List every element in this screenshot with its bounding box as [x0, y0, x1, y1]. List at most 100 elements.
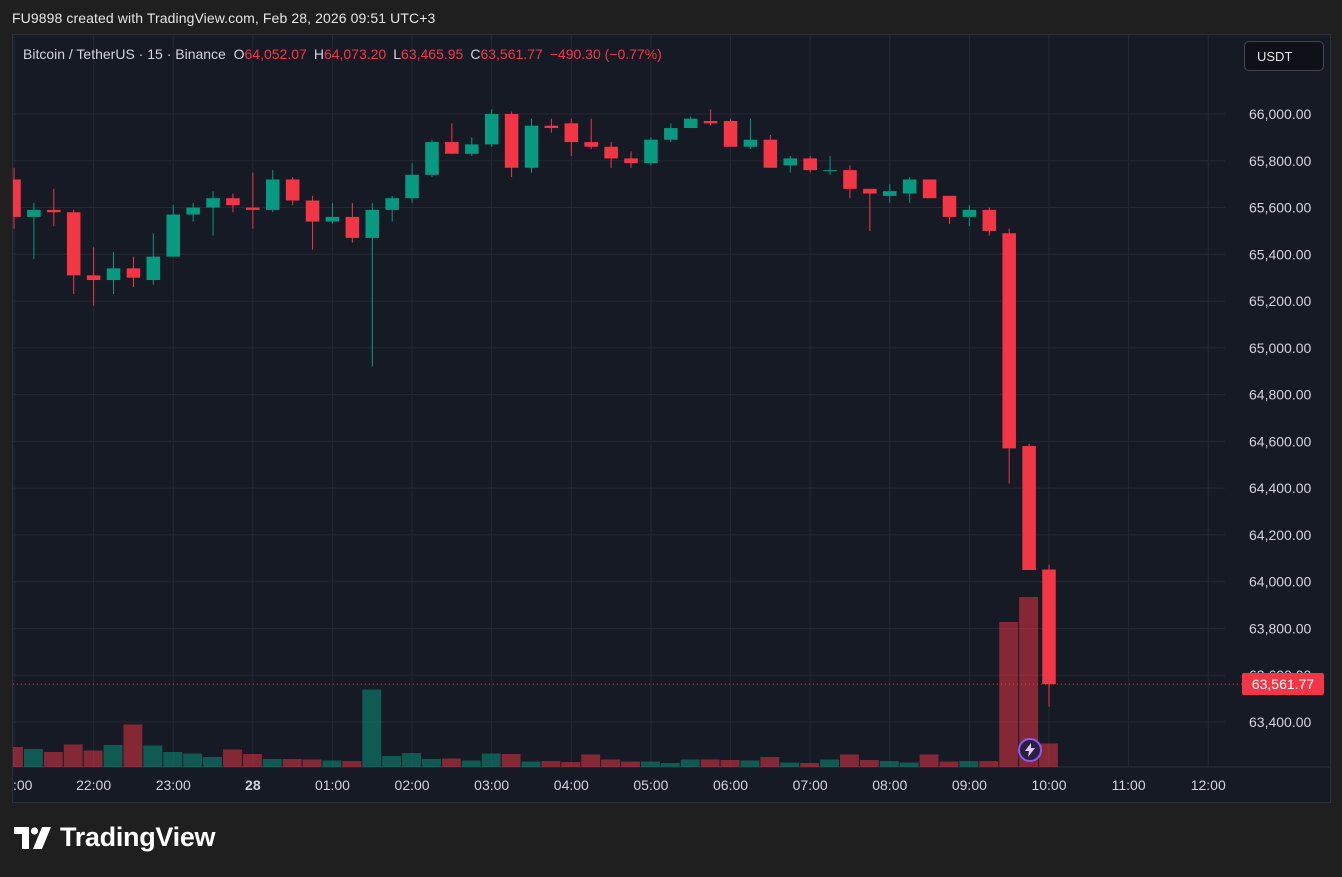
- candle-body: [962, 209, 977, 217]
- candle-body: [146, 256, 161, 281]
- volume-bar: [203, 757, 222, 767]
- volume-bar: [222, 749, 242, 767]
- candle-body: [843, 170, 857, 189]
- x-tick-label: 22:00: [76, 777, 111, 793]
- y-tick-label: 63,400.00: [1249, 714, 1311, 730]
- x-tick-label: 23:00: [156, 777, 191, 793]
- candle-body: [863, 188, 877, 194]
- lightning-bolt-icon[interactable]: [1018, 738, 1042, 762]
- candle-body: [1022, 446, 1036, 570]
- volume-bar: [800, 763, 820, 767]
- volume-bar: [322, 760, 342, 767]
- x-tick-label: 01:00: [315, 777, 350, 793]
- y-tick-label: 65,200.00: [1249, 293, 1311, 309]
- candle-body: [246, 207, 260, 210]
- volume-bar: [700, 759, 720, 767]
- candle-body: [325, 216, 340, 222]
- volume-bar: [740, 760, 760, 767]
- candlestick-chart[interactable]: 63,400.0063,600.0063,800.0064,000.0064,2…: [13, 35, 1330, 802]
- volume-bar: [621, 761, 640, 767]
- candle-body: [763, 139, 778, 168]
- x-tick-label: 12:00: [1191, 777, 1226, 793]
- tradingview-logo-icon: [14, 826, 51, 849]
- y-tick-label: 64,600.00: [1249, 433, 1311, 449]
- volume-bar: [959, 761, 979, 767]
- x-tick-label: 28: [245, 777, 261, 793]
- x-tick-label: 04:00: [554, 777, 589, 793]
- volume-bar: [402, 753, 422, 767]
- close-label: C: [470, 46, 481, 62]
- x-tick-label: 06:00: [713, 777, 748, 793]
- candle-body: [186, 207, 200, 215]
- y-tick-label: 65,400.00: [1249, 246, 1311, 262]
- x-tick-label: 08:00: [872, 777, 907, 793]
- candle-body: [823, 170, 837, 172]
- volume-bar: [163, 752, 183, 767]
- y-tick-label: 64,000.00: [1249, 574, 1311, 590]
- candle-body: [305, 200, 320, 222]
- volume-bar: [183, 753, 203, 767]
- candle-body: [922, 179, 937, 199]
- x-tick-label: 07:00: [793, 777, 828, 793]
- volume-bar: [43, 752, 63, 767]
- volume-bar: [501, 754, 521, 767]
- x-tick-label: 11:00: [1112, 777, 1146, 793]
- volume-bar: [899, 762, 919, 767]
- candle-body: [226, 198, 240, 206]
- volume-bar: [760, 757, 780, 767]
- candle-body: [604, 146, 618, 159]
- volume-bar: [302, 759, 322, 767]
- x-tick-label: 02:00: [395, 777, 430, 793]
- low-label: L: [393, 46, 402, 62]
- volume-bar: [382, 756, 402, 767]
- volume-bar: [720, 760, 740, 767]
- candle-body: [902, 179, 917, 194]
- candle-body: [425, 142, 439, 175]
- volume-bar: [23, 749, 43, 767]
- last-price-label: 63,561.77: [1242, 673, 1324, 696]
- candle-body: [803, 158, 817, 171]
- open-value: 64,052.07: [244, 46, 307, 62]
- candle-body: [544, 125, 559, 129]
- chart-area[interactable]: 63,400.0063,600.0063,800.0064,000.0064,2…: [12, 34, 1331, 803]
- candle-body: [365, 209, 380, 238]
- candle-body: [524, 125, 539, 168]
- volume-bar: [63, 744, 83, 767]
- candle-body: [664, 128, 678, 140]
- volume-bar: [461, 760, 481, 767]
- volume-bar: [262, 759, 282, 767]
- candle-body: [624, 158, 638, 164]
- volume-bar: [780, 762, 800, 767]
- low-value: 63,465.95: [401, 46, 464, 62]
- tradingview-logo[interactable]: TradingView: [14, 822, 216, 853]
- volume-bar: [999, 622, 1019, 767]
- candle-body: [942, 195, 957, 217]
- volume-bar: [422, 759, 441, 767]
- volume-bar: [680, 759, 700, 767]
- volume-bar: [441, 758, 461, 767]
- candle-body: [385, 198, 399, 210]
- volume-bar: [939, 761, 959, 767]
- currency-button[interactable]: USDT: [1244, 41, 1324, 71]
- candle-body: [345, 216, 360, 238]
- volume-bar: [13, 747, 23, 767]
- candle-body: [703, 121, 718, 124]
- candle-body: [584, 142, 598, 147]
- candle-body: [206, 198, 220, 208]
- x-tick-label: :00: [13, 777, 33, 793]
- candle-body: [564, 123, 579, 143]
- volume-bar: [83, 750, 103, 767]
- close-value: 63,561.77: [480, 46, 543, 62]
- candle-body: [484, 114, 499, 145]
- high-label: H: [313, 46, 324, 62]
- volume-bar: [840, 754, 859, 767]
- x-tick-label: 09:00: [952, 777, 987, 793]
- volume-bar: [859, 760, 879, 767]
- x-tick-label: 05:00: [633, 777, 668, 793]
- y-tick-label: 63,800.00: [1249, 620, 1311, 636]
- y-tick-label: 66,000.00: [1249, 106, 1311, 122]
- candle-body: [644, 139, 658, 164]
- candle-body: [285, 179, 300, 201]
- candle-body: [47, 209, 61, 213]
- volume-bar: [143, 745, 163, 767]
